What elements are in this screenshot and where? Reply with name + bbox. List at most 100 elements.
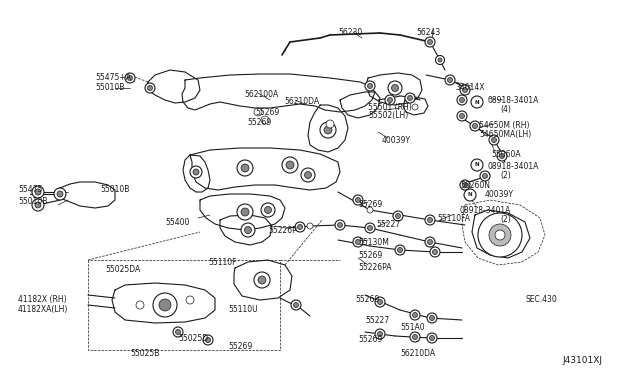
Circle shape bbox=[470, 121, 480, 131]
Circle shape bbox=[385, 95, 395, 105]
Circle shape bbox=[127, 76, 132, 80]
Circle shape bbox=[355, 240, 360, 244]
Circle shape bbox=[254, 108, 262, 116]
Circle shape bbox=[375, 297, 385, 307]
Text: 41182X (RH): 41182X (RH) bbox=[18, 295, 67, 304]
Text: 55227: 55227 bbox=[376, 220, 400, 229]
Circle shape bbox=[193, 169, 199, 175]
Circle shape bbox=[388, 81, 402, 95]
Text: 55010B: 55010B bbox=[18, 197, 47, 206]
Text: 56230: 56230 bbox=[338, 28, 362, 37]
Circle shape bbox=[460, 85, 470, 95]
Circle shape bbox=[237, 160, 253, 176]
Circle shape bbox=[353, 195, 363, 205]
Text: 55269: 55269 bbox=[228, 342, 252, 351]
Circle shape bbox=[307, 223, 313, 229]
Circle shape bbox=[145, 83, 155, 93]
Text: 08918-3401A: 08918-3401A bbox=[487, 162, 538, 171]
Circle shape bbox=[159, 299, 171, 311]
Circle shape bbox=[320, 122, 336, 138]
Circle shape bbox=[464, 189, 476, 201]
Text: 551A0: 551A0 bbox=[400, 323, 424, 332]
Circle shape bbox=[489, 224, 511, 246]
Circle shape bbox=[258, 276, 266, 284]
Text: 562100A: 562100A bbox=[244, 90, 278, 99]
Circle shape bbox=[125, 73, 135, 83]
Circle shape bbox=[471, 96, 483, 108]
Circle shape bbox=[392, 84, 399, 92]
Circle shape bbox=[237, 204, 253, 220]
Circle shape bbox=[425, 37, 435, 47]
Text: 56210DA: 56210DA bbox=[284, 97, 319, 106]
Circle shape bbox=[395, 245, 405, 255]
Circle shape bbox=[413, 312, 417, 317]
Circle shape bbox=[412, 104, 418, 110]
Circle shape bbox=[428, 218, 433, 222]
Text: 55226P: 55226P bbox=[268, 226, 297, 235]
Circle shape bbox=[295, 222, 305, 232]
Text: 55269: 55269 bbox=[358, 335, 382, 344]
Circle shape bbox=[393, 211, 403, 221]
Text: N: N bbox=[475, 99, 479, 105]
Circle shape bbox=[460, 113, 465, 119]
Circle shape bbox=[355, 198, 360, 202]
Circle shape bbox=[425, 237, 435, 247]
Circle shape bbox=[463, 183, 467, 187]
Circle shape bbox=[435, 55, 445, 64]
Text: 56260N: 56260N bbox=[460, 181, 490, 190]
Text: 55110F: 55110F bbox=[208, 258, 237, 267]
Text: N: N bbox=[468, 192, 472, 198]
Text: (4): (4) bbox=[500, 105, 511, 114]
Circle shape bbox=[365, 81, 375, 91]
Circle shape bbox=[429, 315, 435, 321]
Circle shape bbox=[365, 223, 375, 233]
Circle shape bbox=[378, 299, 383, 305]
Circle shape bbox=[492, 138, 497, 142]
Text: 55501 (RH): 55501 (RH) bbox=[368, 103, 412, 112]
Circle shape bbox=[410, 310, 420, 320]
Circle shape bbox=[337, 222, 342, 228]
Circle shape bbox=[241, 223, 255, 237]
Circle shape bbox=[480, 171, 490, 181]
Text: 34614X: 34614X bbox=[455, 83, 484, 92]
Circle shape bbox=[35, 202, 41, 208]
Circle shape bbox=[387, 97, 392, 103]
Text: 55269: 55269 bbox=[247, 118, 271, 127]
Circle shape bbox=[241, 208, 249, 216]
Circle shape bbox=[396, 214, 401, 218]
Circle shape bbox=[282, 157, 298, 173]
Circle shape bbox=[457, 111, 467, 121]
Circle shape bbox=[305, 171, 312, 179]
Circle shape bbox=[460, 180, 470, 190]
Circle shape bbox=[186, 296, 194, 304]
Text: 40039Y: 40039Y bbox=[382, 136, 411, 145]
Text: 55502(LH): 55502(LH) bbox=[368, 111, 408, 120]
Circle shape bbox=[264, 206, 271, 214]
Circle shape bbox=[497, 151, 507, 161]
Circle shape bbox=[410, 332, 420, 342]
Circle shape bbox=[489, 135, 499, 145]
Circle shape bbox=[447, 77, 452, 83]
Circle shape bbox=[173, 327, 183, 337]
Text: 40039Y: 40039Y bbox=[485, 190, 514, 199]
Circle shape bbox=[397, 247, 403, 253]
Circle shape bbox=[190, 166, 202, 178]
Circle shape bbox=[353, 237, 363, 247]
Circle shape bbox=[463, 87, 467, 93]
Circle shape bbox=[367, 225, 372, 231]
Circle shape bbox=[136, 301, 144, 309]
Text: 55025B: 55025B bbox=[130, 349, 159, 358]
Text: SEC.430: SEC.430 bbox=[525, 295, 557, 304]
Circle shape bbox=[367, 83, 372, 89]
Text: 55269: 55269 bbox=[358, 200, 382, 209]
Circle shape bbox=[32, 199, 44, 211]
Circle shape bbox=[430, 247, 440, 257]
Text: 56243: 56243 bbox=[416, 28, 440, 37]
Circle shape bbox=[472, 124, 477, 128]
Circle shape bbox=[261, 203, 275, 217]
Circle shape bbox=[326, 120, 334, 128]
Circle shape bbox=[205, 337, 211, 343]
Circle shape bbox=[32, 186, 44, 198]
Circle shape bbox=[471, 159, 483, 171]
Circle shape bbox=[301, 168, 315, 182]
